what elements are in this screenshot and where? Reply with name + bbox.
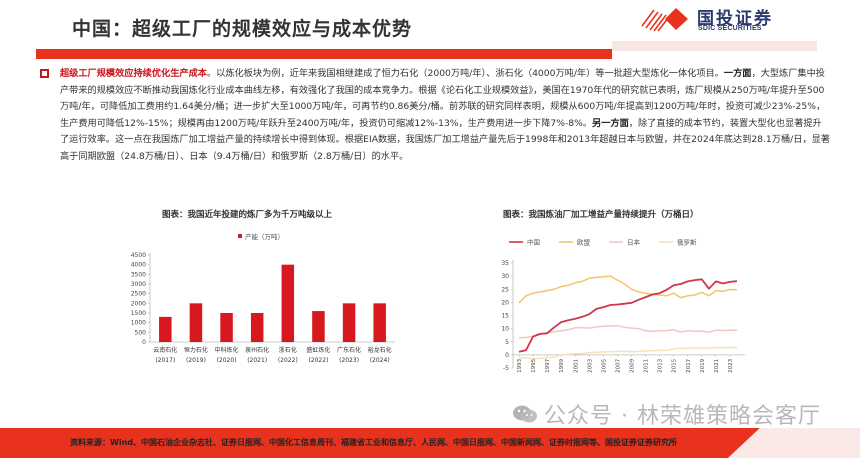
x-tick-label: 2007 <box>615 358 621 372</box>
y-tick-label: 2500 <box>131 291 146 298</box>
x-tick-label: 泉州石化 <box>245 346 269 354</box>
x-tick-label: 广东石化 <box>337 346 361 354</box>
x-tick-year: (2022) <box>278 357 298 364</box>
sdic-logo: 国投证券 SDIC SECURITIES <box>640 4 840 34</box>
bold-other-hand: 另一方面 <box>592 117 629 129</box>
paragraph-part-3: ，除了直接的成本节约，装置大型化也显著提升了运行效率。这一点在我国炼厂加工增益产… <box>60 117 830 162</box>
wechat-icon <box>513 405 537 423</box>
title-underline-stub <box>600 51 612 59</box>
y-tick-label: 3000 <box>131 281 146 288</box>
y-tick-label: 4000 <box>131 262 146 269</box>
bar-chart-title: 图表：我国近年投建的炼厂多为千万吨级以上 <box>162 210 333 220</box>
x-tick-year: (2022) <box>308 357 328 364</box>
x-tick-label: 2003 <box>587 358 593 372</box>
legend-label: 俄罗斯 <box>677 238 697 247</box>
bar <box>189 303 203 342</box>
paragraph-part-1: 。以炼化板块为例，近年来我国相继建成了恒力石化（2000万吨/年）、浙石化（40… <box>207 68 724 79</box>
bar <box>312 311 325 342</box>
legend-label: 中国 <box>527 238 540 247</box>
y-tick-label: 2000 <box>131 300 146 307</box>
y-tick-label: 20 <box>501 299 509 306</box>
y-tick-label: -5 <box>503 365 509 372</box>
x-tick-year: (2021) <box>247 357 267 364</box>
bar <box>373 303 386 342</box>
title-underline-faded <box>612 41 817 51</box>
sdic-logo-mark-icon <box>641 8 688 32</box>
legend-swatch <box>238 234 242 238</box>
y-tick-label: 0 <box>142 339 146 346</box>
x-tick-label: 2017 <box>686 358 692 372</box>
highlight-lead: 超级工厂规模效应持续优化生产成本 <box>60 68 207 79</box>
page-title: 中国：超级工厂的规模效应与成本优势 <box>72 18 413 40</box>
wechat-watermark: 公众号 · 林荣雄策略会客厅 <box>544 404 821 429</box>
x-tick-label: 1993 <box>517 358 523 372</box>
x-tick-year: (2017) <box>155 357 175 364</box>
body-paragraph: 超级工厂规模效应持续优化生产成本。以炼化板块为例，近年来我国相继建成了恒力石化（… <box>60 66 830 165</box>
x-tick-label: 1997 <box>545 358 551 372</box>
x-tick-label: 2005 <box>601 358 607 372</box>
legend-label: 日本 <box>627 238 641 247</box>
x-tick-label: 恒力石化 <box>184 346 208 354</box>
x-tick-label: 2023 <box>728 358 734 372</box>
x-tick-label: 盛虹炼化 <box>306 346 330 354</box>
x-tick-label: 2015 <box>672 358 678 372</box>
bold-first-hand: 一方面 <box>723 68 752 79</box>
line-chart-title: 图表：我国炼油厂加工增益产量持续提升（万桶日） <box>503 210 699 220</box>
y-tick-label: 15 <box>501 313 509 320</box>
y-tick-label: 1500 <box>131 310 146 317</box>
line-series <box>518 275 738 304</box>
y-tick-label: 0 <box>505 352 509 359</box>
line-series <box>518 346 737 360</box>
x-tick-year: (2020) <box>217 357 237 364</box>
x-tick-year: (2023) <box>339 357 359 364</box>
paragraph-part-2: ，大型炼厂集中投产带来的规模效应不断推动我国炼化行业成本曲线左移，有效强化了我国… <box>60 68 826 129</box>
y-tick-label: 4500 <box>131 252 146 259</box>
y-tick-label: 30 <box>501 273 509 280</box>
line-series <box>518 324 737 339</box>
x-tick-label: 云南石化 <box>153 346 177 354</box>
x-tick-year: (2024) <box>370 357 390 364</box>
bar <box>342 303 356 342</box>
y-tick-label: 3500 <box>131 271 146 278</box>
y-tick-label: 1000 <box>131 320 146 327</box>
x-tick-year: (2019) <box>186 357 206 364</box>
x-tick-label: 中科炼化 <box>215 346 239 354</box>
x-tick-label: 2021 <box>714 359 720 373</box>
x-tick-label: 2009 <box>630 358 636 372</box>
line-chart: 中国 欧盟 日本 俄罗斯 -5 0 5 10 15 20 25 30 35 1993 1995 1997 199… <box>501 238 745 373</box>
x-tick-label: 1999 <box>559 358 565 372</box>
bar <box>281 264 295 342</box>
data-source: 资料来源：Wind、中国石油企业杂志社、证券日报网、中国化工信息周刊、福建省工业… <box>70 438 677 447</box>
x-tick-label: 2013 <box>658 358 664 372</box>
footer-band <box>0 428 860 458</box>
y-tick-label: 10 <box>501 326 509 333</box>
y-tick-label: 500 <box>135 329 147 336</box>
bar-chart: 产能（万吨） 0 500 1000 1500 2000 2500 3000 3500 4000 45… <box>131 232 395 364</box>
legend-label: 产能（万吨） <box>245 232 284 241</box>
bar <box>250 313 264 342</box>
y-tick-label: 25 <box>501 286 509 293</box>
title-underline <box>36 49 612 59</box>
y-tick-label: 35 <box>501 260 509 267</box>
line-series <box>518 278 738 353</box>
bar <box>159 316 172 342</box>
x-tick-label: 2001 <box>573 359 579 373</box>
logo-chinese-name: 国投证券 <box>697 9 773 29</box>
bar <box>220 313 233 342</box>
x-tick-label: 2019 <box>700 358 706 372</box>
x-tick-label: 裕龙石化 <box>368 346 392 354</box>
x-tick-label: 浙石化 <box>279 346 297 354</box>
logo-english-name: SDIC SECURITIES <box>698 25 762 32</box>
y-tick-label: 5 <box>505 339 509 346</box>
bullet-square-icon <box>40 69 49 78</box>
x-tick-label: 2011 <box>644 359 650 373</box>
legend-label: 欧盟 <box>577 238 591 247</box>
x-tick-label: 1995 <box>531 358 537 372</box>
